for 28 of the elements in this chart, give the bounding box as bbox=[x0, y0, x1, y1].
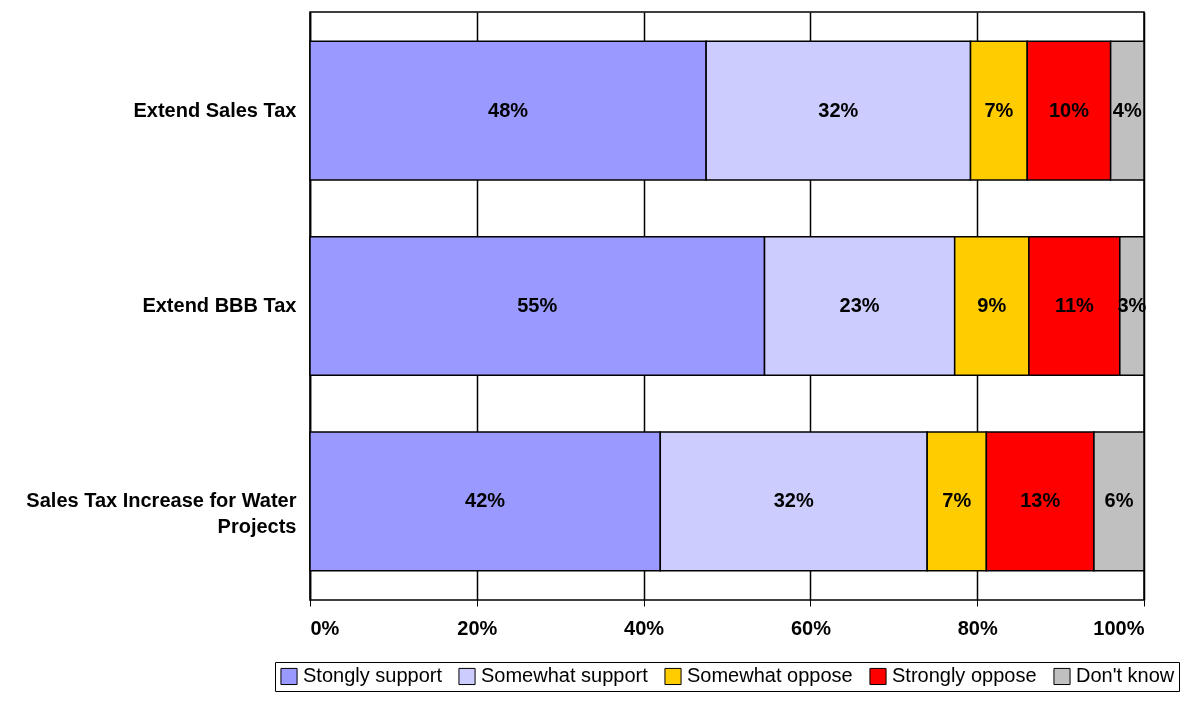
data-label: 13% bbox=[1020, 489, 1061, 512]
y-tick-label: Extend Sales Tax bbox=[133, 98, 297, 121]
data-label: 7% bbox=[942, 489, 972, 512]
data-label: 23% bbox=[839, 294, 880, 316]
data-label: 7% bbox=[984, 98, 1014, 121]
legend-label: Stongly support bbox=[303, 664, 443, 687]
x-tick-label: 80% bbox=[957, 616, 998, 639]
legend-label: Somewhat support bbox=[481, 664, 649, 687]
data-label: 42% bbox=[465, 489, 506, 512]
data-label: 10% bbox=[1048, 98, 1090, 121]
data-label: 32% bbox=[773, 489, 814, 512]
data-label: 6% bbox=[1104, 489, 1134, 512]
x-tick-label: 20% bbox=[457, 616, 498, 639]
legend-label: Somewhat oppose bbox=[687, 664, 853, 687]
x-tick-label: 40% bbox=[624, 616, 665, 639]
data-label: 11% bbox=[1054, 294, 1095, 316]
data-label: 4% bbox=[1112, 98, 1142, 121]
legend-label: Strongly oppose bbox=[892, 664, 1037, 687]
data-label: 9% bbox=[977, 294, 1007, 316]
x-tick-label: 0% bbox=[310, 616, 340, 639]
y-tick-label: Sales Tax Increase for Water Projects bbox=[26, 489, 297, 538]
data-label: 48% bbox=[488, 98, 529, 121]
legend-label: Don't know bbox=[1076, 664, 1175, 687]
x-tick-label: 100% bbox=[1093, 616, 1145, 639]
y-tick-label: Extend BBB Tax bbox=[142, 294, 297, 316]
data-label: 55% bbox=[517, 294, 558, 316]
data-label: 32% bbox=[818, 98, 859, 121]
x-tick-label: 60% bbox=[790, 616, 832, 639]
